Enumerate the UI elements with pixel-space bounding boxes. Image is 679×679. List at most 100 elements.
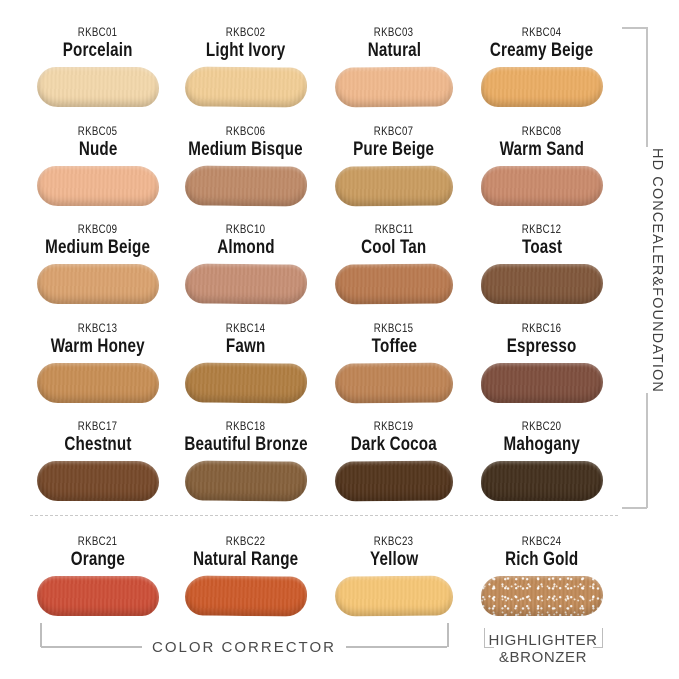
highlighter-bracket-right-corner [593, 628, 603, 648]
shade-code: RKBC01 [78, 27, 118, 39]
shade-swatch [37, 165, 159, 206]
shade-code: RKBC13 [78, 322, 118, 335]
shade-swatch [37, 461, 159, 501]
shade-cell: RKBC05 Nude [24, 117, 172, 216]
shade-cell: RKBC18 Beautiful Bronze [172, 412, 320, 511]
shade-code: RKBC18 [226, 421, 266, 433]
shade-cell: RKBC02 Light Ivory [172, 18, 320, 117]
shade-swatch [481, 576, 603, 616]
shade-swatch [184, 263, 308, 305]
shade-name: Fawn [226, 335, 266, 357]
shade-cell: RKBC23 Yellow [320, 527, 468, 627]
shade-cell: RKBC13 Warm Honey [24, 314, 172, 413]
shade-name: Toffee [371, 335, 417, 357]
group-label-color-corrector: COLOR CORRECTOR [152, 638, 336, 656]
shade-swatch [37, 576, 159, 616]
shade-name: Orange [70, 549, 126, 570]
right-bracket-upper-line [646, 27, 648, 147]
shade-code: RKBC22 [226, 536, 266, 548]
shade-swatch [184, 66, 308, 108]
shade-cell: RKBC15 Toffee [320, 314, 468, 413]
shade-swatch [184, 460, 308, 502]
corrector-bracket-right-line [345, 646, 447, 648]
group-label-bronzer: &BRONZER [498, 649, 588, 666]
group-label-concealer-foundation: HD CONCEALER&FOUNDATION [649, 147, 665, 393]
shade-swatch [481, 67, 603, 107]
shade-code: RKBC08 [522, 125, 562, 138]
shade-code: RKBC04 [522, 27, 562, 39]
shade-cell: RKBC14 Fawn [172, 314, 320, 413]
shade-code: RKBC11 [374, 224, 414, 236]
shade-cell: RKBC06 Medium Bisque [172, 117, 320, 216]
right-bracket-top-tick [622, 27, 647, 29]
right-bracket-lower-line [646, 393, 648, 508]
shade-cell: RKBC04 Creamy Beige [468, 18, 616, 117]
shade-code: RKBC12 [522, 224, 562, 236]
shade-cell: RKBC10 Almond [172, 215, 320, 314]
shade-code: RKBC14 [226, 322, 266, 335]
shade-name: Porcelain [63, 40, 133, 61]
shade-code: RKBC05 [78, 125, 118, 138]
shade-name: Cool Tan [361, 237, 427, 258]
shade-cell: RKBC20 Mahogany [468, 412, 616, 511]
shade-name: Natural Range [193, 549, 299, 570]
shade-cell: RKBC01 Porcelain [24, 18, 172, 117]
shade-name: Medium Beige [45, 237, 151, 258]
shade-code: RKBC21 [78, 536, 118, 548]
shade-name: Warm Sand [499, 138, 585, 160]
shade-swatch [184, 575, 308, 617]
highlighter-bracket-left-corner [484, 628, 494, 648]
shade-code: RKBC16 [522, 322, 562, 335]
corrector-bracket: COLOR CORRECTOR [41, 638, 447, 656]
shade-name: Yellow [369, 549, 419, 570]
shade-code: RKBC23 [374, 536, 414, 548]
shade-code: RKBC10 [226, 224, 266, 236]
shade-swatch [334, 66, 454, 108]
shade-cell: RKBC09 Medium Beige [24, 215, 172, 314]
shade-code: RKBC15 [374, 322, 414, 335]
shade-code: RKBC02 [226, 27, 266, 39]
shade-name: Natural [367, 40, 421, 61]
swatch-grid-bottom: RKBC21 Orange RKBC22 Natural Range RKBC2… [24, 527, 616, 627]
shade-name: Nude [78, 138, 118, 160]
shade-swatch [37, 264, 159, 304]
shade-swatch [334, 575, 454, 617]
shade-name: Creamy Beige [490, 40, 594, 61]
shade-cell: RKBC24 Rich Gold [468, 527, 616, 627]
shade-name: Dark Cocoa [350, 434, 438, 455]
corrector-bracket-right-tick [447, 623, 449, 647]
corrector-bracket-left-line [41, 646, 143, 648]
shade-name: Mahogany [503, 434, 581, 455]
shade-cell: RKBC03 Natural [320, 18, 468, 117]
shade-cell: RKBC08 Warm Sand [468, 117, 616, 216]
shade-name: Almond [217, 237, 275, 258]
shade-cell: RKBC22 Natural Range [172, 527, 320, 627]
shade-code: RKBC09 [78, 224, 118, 236]
shade-name: Beautiful Bronze [184, 434, 308, 455]
shade-swatch [481, 461, 603, 501]
shade-cell: RKBC21 Orange [24, 527, 172, 627]
group-label-highlighter: HIGHLIGHTER [488, 632, 598, 649]
shade-cell: RKBC19 Dark Cocoa [320, 412, 468, 511]
shade-swatch [481, 165, 603, 206]
shade-cell: RKBC16 Espresso [468, 314, 616, 413]
shade-swatch [334, 460, 454, 502]
shade-name: Rich Gold [505, 549, 579, 570]
shade-code: RKBC07 [374, 125, 414, 138]
shade-swatch [184, 164, 308, 207]
shade-cell: RKBC17 Chestnut [24, 412, 172, 511]
shade-code: RKBC20 [522, 421, 562, 433]
shade-cell: RKBC07 Pure Beige [320, 117, 468, 216]
shade-code: RKBC19 [374, 421, 414, 433]
shade-name: Warm Honey [51, 335, 145, 357]
shade-code: RKBC03 [374, 27, 414, 39]
shade-code: RKBC17 [78, 421, 118, 433]
shade-name: Espresso [507, 335, 577, 357]
shade-cell: RKBC11 Cool Tan [320, 215, 468, 314]
dashed-divider-line [30, 515, 618, 516]
shade-swatch [334, 361, 454, 404]
shade-name: Medium Bisque [188, 138, 304, 160]
shade-name: Pure Beige [353, 138, 435, 160]
shade-name: Toast [521, 237, 563, 258]
right-bracket-bottom-tick [622, 507, 647, 509]
